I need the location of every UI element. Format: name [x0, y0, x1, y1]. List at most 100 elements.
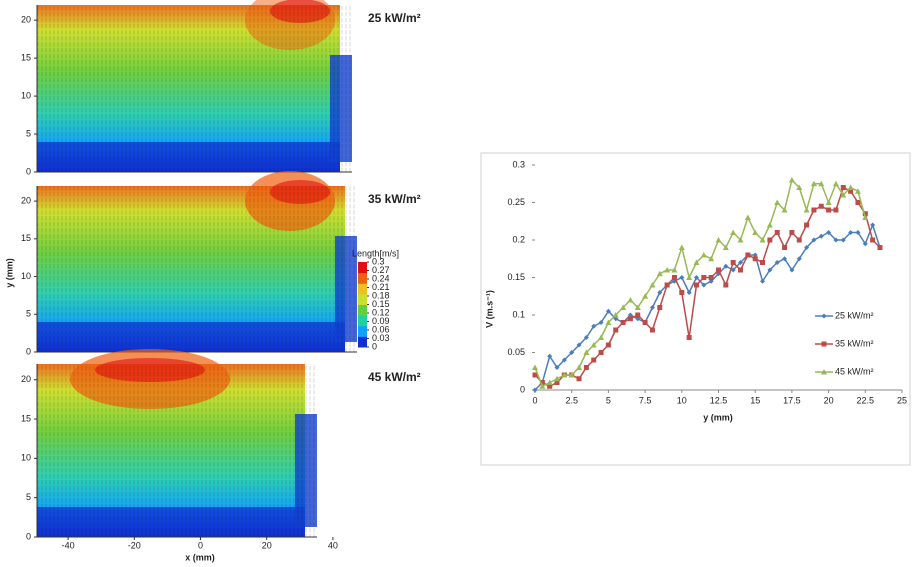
marker [730, 260, 736, 265]
x-tick-label: 20 [262, 540, 272, 550]
marker [532, 387, 538, 393]
marker [539, 380, 545, 385]
x-tick-label: 2.5 [565, 395, 578, 405]
marker [532, 364, 538, 370]
y-tick-label: 0.1 [512, 309, 525, 319]
marker [649, 305, 655, 310]
marker [598, 350, 604, 355]
marker [862, 241, 868, 247]
marker [708, 255, 715, 262]
marker [627, 297, 634, 303]
vector-arrows [37, 5, 352, 172]
marker [649, 327, 655, 333]
marker [569, 350, 575, 355]
marker [722, 244, 729, 250]
marker [635, 312, 641, 318]
marker [671, 267, 678, 273]
y-tick-label: 0.05 [507, 347, 525, 357]
legend-label: 25 kW/m² [835, 310, 874, 320]
y-tick-label: 0.3 [512, 159, 525, 169]
x-tick-label: 22.5 [857, 395, 875, 405]
marker [737, 237, 744, 243]
marker [833, 237, 839, 243]
marker [634, 304, 641, 310]
panel-label: 35 kW/m² [368, 192, 421, 206]
marker [781, 207, 788, 213]
x-tick-label: 10 [677, 395, 687, 405]
marker [862, 211, 868, 217]
marker [804, 222, 810, 228]
marker [583, 365, 589, 370]
marker [789, 267, 795, 273]
y-axis-label: V (m.s⁻¹) [484, 290, 494, 328]
x-axis-label: x (mm) [185, 552, 215, 562]
x-tick-label: 17.5 [783, 395, 801, 405]
colorbar-tick-label: 0.21 [372, 282, 390, 292]
marker [547, 353, 553, 359]
marker [803, 207, 810, 213]
marker [826, 230, 832, 235]
marker [810, 180, 817, 187]
x-tick-label: 7.5 [639, 395, 652, 405]
marker [701, 282, 707, 288]
marker [627, 316, 633, 322]
marker [701, 275, 707, 280]
x-tick-label: 40 [328, 540, 338, 550]
marker [686, 335, 692, 340]
marker [767, 237, 773, 243]
colorbar-tick-label: 0 [372, 341, 377, 351]
marker [716, 267, 721, 273]
y-tick-label: 20 [21, 374, 31, 384]
marker [840, 237, 846, 243]
marker [605, 342, 611, 348]
marker [686, 274, 693, 280]
legend-marker [821, 341, 827, 347]
marker [547, 383, 553, 389]
colorbar-segment [358, 304, 367, 316]
x-tick-label: -40 [62, 540, 75, 550]
x-tick-label: 12.5 [710, 395, 728, 405]
marker [605, 319, 612, 325]
legend-marker [821, 313, 827, 319]
marker [870, 222, 876, 228]
marker [782, 256, 788, 262]
marker [583, 335, 589, 340]
colorbar-segment [358, 262, 367, 274]
marker [833, 207, 839, 213]
x-tick-label: 5 [606, 395, 611, 405]
marker [774, 230, 780, 235]
marker [693, 282, 699, 288]
marker [532, 372, 538, 378]
marker [554, 365, 560, 370]
marker [774, 199, 781, 205]
vector-arrows [37, 186, 357, 352]
marker [700, 252, 707, 258]
marker [826, 207, 832, 213]
colorbar-segment [358, 293, 367, 305]
y-tick-label: 0 [26, 531, 31, 541]
x-tick-label: 0 [532, 395, 537, 405]
colorbar-segment [358, 272, 367, 284]
marker [752, 229, 759, 235]
marker [657, 305, 663, 310]
marker [825, 199, 832, 205]
y-tick-label: 5 [26, 309, 31, 319]
marker [693, 275, 699, 280]
marker [657, 290, 663, 295]
marker [671, 275, 677, 280]
marker [789, 230, 795, 235]
marker [576, 364, 583, 370]
y-tick-label: 20 [21, 195, 31, 205]
marker [561, 357, 567, 363]
marker [855, 200, 861, 205]
y-tick-label: 5 [26, 492, 31, 502]
colorbar-segment [358, 315, 367, 327]
marker [715, 237, 722, 243]
y-tick-label: 0.25 [507, 197, 525, 207]
y-tick-label: 5 [26, 128, 31, 138]
colorbar-segment [358, 336, 367, 348]
marker [561, 372, 568, 378]
marker [811, 207, 817, 213]
marker [539, 383, 546, 389]
marker [759, 237, 766, 243]
